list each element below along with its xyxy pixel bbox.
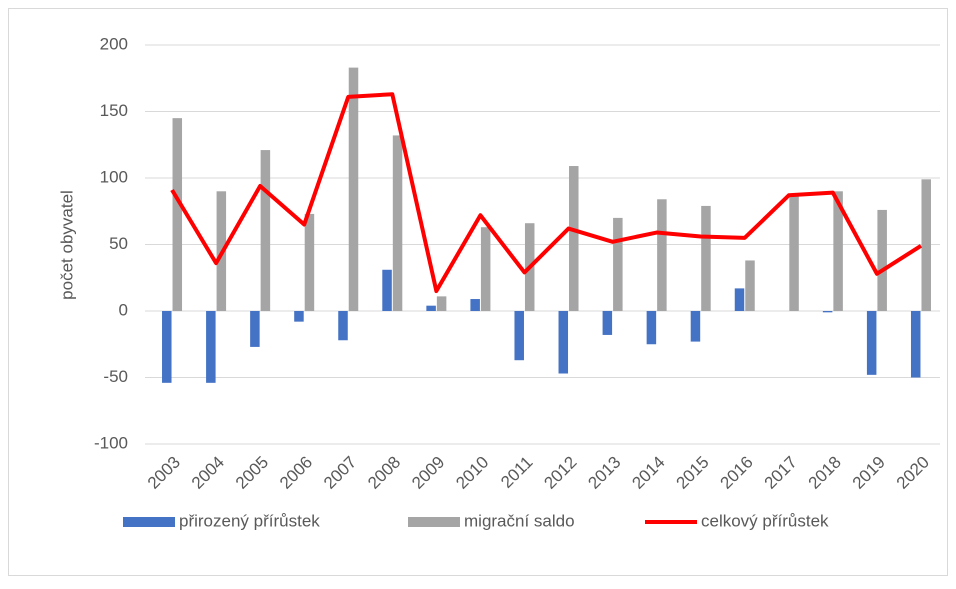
bar <box>690 311 701 342</box>
bar <box>514 311 524 361</box>
y-tick-label: 50 <box>109 234 128 253</box>
bar <box>833 191 843 311</box>
bar <box>866 311 877 375</box>
bar <box>646 311 657 345</box>
bar <box>162 311 172 383</box>
bar <box>558 311 569 374</box>
bar <box>206 311 216 383</box>
y-tick-label: 100 <box>100 167 128 186</box>
bar <box>470 299 480 311</box>
bar <box>480 227 491 311</box>
y-tick-label: -50 <box>103 367 128 386</box>
y-axis-label: počet obyvatel <box>57 190 76 300</box>
bar <box>701 205 711 311</box>
bar <box>745 260 755 311</box>
legend-label: migrační saldo <box>464 511 575 530</box>
y-tick-label: 200 <box>100 34 128 53</box>
bar <box>250 311 260 347</box>
y-tick-label: 0 <box>119 300 128 319</box>
bar <box>602 311 613 335</box>
legend-label: přirozený přírůstek <box>179 511 320 530</box>
bar <box>569 166 579 311</box>
bar <box>822 311 833 313</box>
bar <box>426 305 436 311</box>
bar <box>294 311 304 322</box>
bar <box>338 311 348 341</box>
bar <box>734 288 745 311</box>
legend-label: celkový přírůstek <box>701 511 829 530</box>
line <box>170 92 923 294</box>
bar <box>348 67 359 311</box>
bar <box>260 150 271 311</box>
chart-border <box>8 8 948 576</box>
y-tick-label: -100 <box>94 433 128 452</box>
bar <box>910 311 921 378</box>
bar <box>436 296 447 311</box>
bar <box>382 269 392 311</box>
bar <box>921 179 931 311</box>
legend-swatch <box>408 517 460 527</box>
y-tick-label: 150 <box>100 101 128 120</box>
bar <box>877 209 887 311</box>
bar <box>789 195 799 311</box>
bar <box>613 217 623 311</box>
bar <box>304 213 315 311</box>
legend-swatch <box>123 517 175 527</box>
bar <box>392 135 403 311</box>
bar <box>172 118 183 312</box>
bar <box>657 199 667 311</box>
